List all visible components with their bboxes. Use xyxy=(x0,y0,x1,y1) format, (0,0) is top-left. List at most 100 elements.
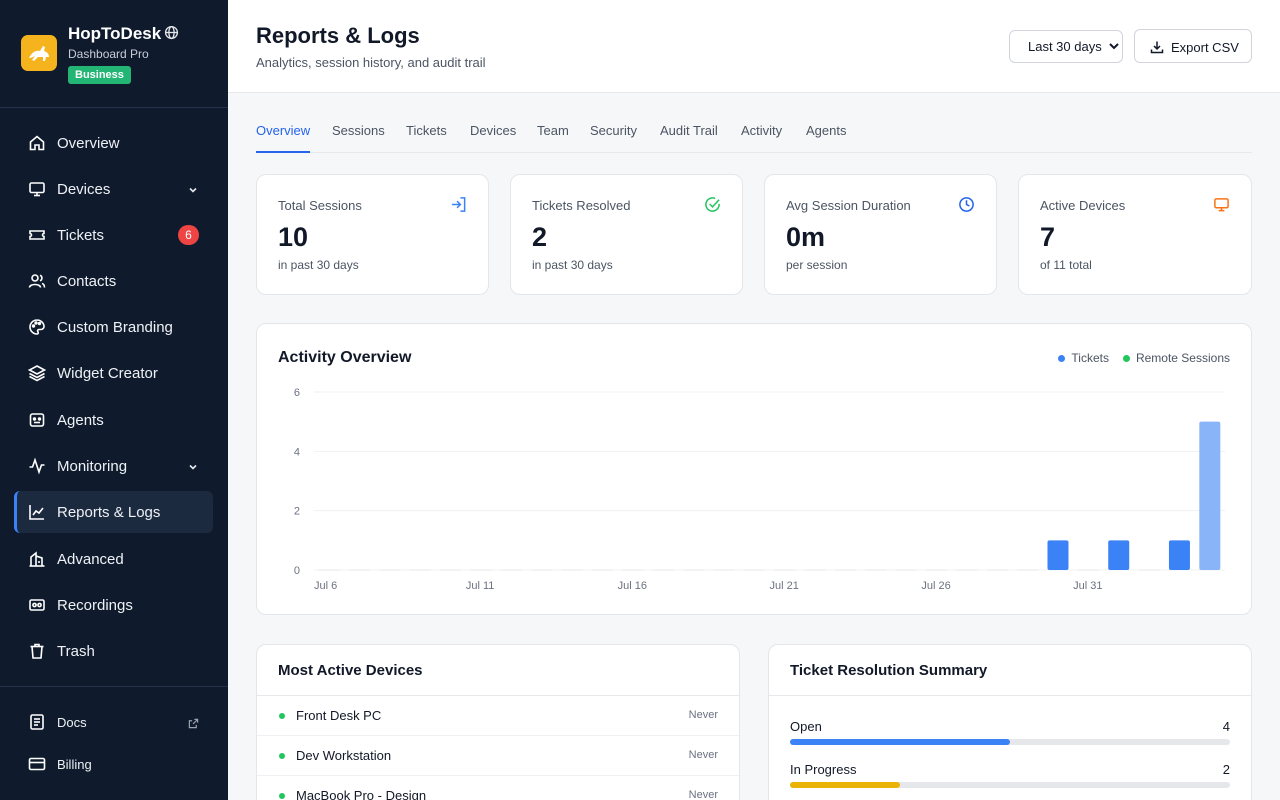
tab-agents[interactable]: Agents xyxy=(806,123,847,138)
chevron-down-icon[interactable] xyxy=(187,460,199,478)
tab-overview[interactable]: Overview xyxy=(256,123,311,153)
x-tick-label: Jul 11 xyxy=(466,580,495,592)
stat-caption: per session xyxy=(786,258,848,272)
x-tick-label: Jul 26 xyxy=(921,580,950,592)
device-name: MacBook Pro - Design xyxy=(296,788,427,800)
monitor-icon xyxy=(1213,196,1230,218)
resolution-row-open: Open 4 xyxy=(790,719,1230,759)
login-icon xyxy=(450,196,467,218)
stat-label: Total Sessions xyxy=(278,198,362,213)
sidebar-item-trash[interactable]: Trash xyxy=(14,630,213,672)
chevron-down-icon[interactable] xyxy=(187,183,199,201)
legend-item-tickets[interactable]: Tickets xyxy=(1058,351,1109,365)
progress-track xyxy=(790,739,1230,745)
tab-audit-trail[interactable]: Audit Trail xyxy=(660,123,718,138)
sidebar-item-label: Monitoring xyxy=(57,457,128,475)
tab-sessions[interactable]: Sessions xyxy=(332,123,385,138)
sidebar-item-label: Tickets xyxy=(57,226,104,244)
sidebar-item-reports-logs[interactable]: Reports & Logs xyxy=(14,491,213,533)
sidebar-item-docs[interactable]: Docs xyxy=(14,701,213,743)
divider xyxy=(257,695,739,696)
x-tick-label: Jul 21 xyxy=(770,580,799,592)
sidebar-item-advanced[interactable]: Advanced xyxy=(14,538,213,580)
stat-value: 0m xyxy=(786,222,826,252)
kangaroo-logo-icon[interactable] xyxy=(21,35,57,71)
external-link-icon xyxy=(188,716,199,734)
tickets-count-badge: 6 xyxy=(178,225,199,245)
divider xyxy=(0,107,228,108)
check-circle-icon xyxy=(704,196,721,218)
sidebar-item-contacts[interactable]: Contacts xyxy=(14,260,213,302)
status-count: 4 xyxy=(1222,719,1230,734)
list-item[interactable]: Front Desk PC Never xyxy=(257,696,739,736)
online-status-dot xyxy=(279,713,285,719)
globe-icon[interactable] xyxy=(164,25,179,45)
sidebar-item-label: Agents xyxy=(57,411,104,429)
export-csv-label: Export CSV xyxy=(1171,40,1239,55)
progress-fill xyxy=(790,782,900,788)
legend-dot xyxy=(1122,354,1130,362)
list-item[interactable]: Dev Workstation Never xyxy=(257,736,739,776)
sidebar-item-label: Trash xyxy=(57,642,95,660)
chart-legend: Tickets Remote Sessions xyxy=(1044,351,1230,365)
x-tick-label: Jul 31 xyxy=(1073,580,1102,592)
monitor-icon xyxy=(28,180,46,198)
users-icon xyxy=(28,272,46,290)
bar-tickets xyxy=(1047,540,1069,570)
x-tick-label: Jul 6 xyxy=(314,580,337,592)
tab-tickets[interactable]: Tickets xyxy=(406,123,447,138)
bot-icon xyxy=(28,411,46,429)
stat-card-tickets-resolved: Tickets Resolved 2 in past 30 days xyxy=(510,174,743,295)
legend-item-sessions[interactable]: Remote Sessions xyxy=(1122,351,1230,365)
list-item[interactable]: MacBook Pro - Design Never xyxy=(257,776,739,800)
page-subtitle: Analytics, session history, and audit tr… xyxy=(256,55,486,70)
layers-icon xyxy=(27,364,47,382)
resolution-row-in-progress: In Progress 2 xyxy=(790,762,1230,800)
sidebar-item-billing[interactable]: Billing xyxy=(14,743,213,785)
date-range-select[interactable]: Last 30 days xyxy=(1009,30,1123,63)
plan-badge: Business xyxy=(68,66,131,84)
online-status-dot xyxy=(279,753,285,759)
divider xyxy=(0,686,228,687)
legend-label: Tickets xyxy=(1071,351,1109,365)
progress-fill xyxy=(790,739,1010,745)
stat-value: 2 xyxy=(532,222,548,252)
y-tick-label: 6 xyxy=(294,387,300,399)
legend-label: Remote Sessions xyxy=(1135,351,1230,365)
sidebar-item-monitoring[interactable]: Monitoring xyxy=(14,445,213,487)
stat-value: 7 xyxy=(1040,222,1056,252)
card-title: Most Active Devices xyxy=(278,662,423,679)
brand: HopToDesk Dashboard Pro Business xyxy=(21,24,221,88)
bar-tickets xyxy=(1168,540,1190,570)
doc-icon xyxy=(28,713,46,731)
stat-caption: in past 30 days xyxy=(532,258,613,272)
sidebar-item-label: Docs xyxy=(57,714,87,730)
brand-name: HopToDesk xyxy=(68,24,162,43)
recording-icon xyxy=(28,596,46,614)
y-tick-label: 2 xyxy=(294,506,300,518)
sidebar-item-widget-creator[interactable]: Widget Creator xyxy=(14,352,213,394)
page-title: Reports & Logs xyxy=(256,23,420,48)
stat-card-active-devices: Active Devices 7 of 11 total xyxy=(1018,174,1252,295)
tab-devices[interactable]: Devices xyxy=(470,123,517,138)
sidebar-item-overview[interactable]: Overview xyxy=(14,122,213,164)
sidebar: HopToDesk Dashboard Pro Business Overvie… xyxy=(0,0,228,800)
sidebar-item-label: Custom Branding xyxy=(57,318,173,336)
progress-track xyxy=(790,782,1230,788)
sidebar-item-tickets[interactable]: Tickets 6 xyxy=(14,214,213,256)
y-tick-label: 4 xyxy=(294,446,300,458)
page-header: Reports & Logs Analytics, session histor… xyxy=(228,0,1280,93)
legend-dot xyxy=(1058,354,1066,362)
sidebar-item-devices[interactable]: Devices xyxy=(14,168,213,210)
tab-team[interactable]: Team xyxy=(537,123,569,138)
ticket-icon xyxy=(28,226,46,244)
trash-icon xyxy=(28,642,46,660)
tab-activity[interactable]: Activity xyxy=(741,123,783,138)
tab-security[interactable]: Security xyxy=(590,123,637,138)
export-csv-button[interactable]: Export CSV xyxy=(1134,29,1252,63)
sidebar-item-agents[interactable]: Agents xyxy=(14,399,213,441)
sidebar-item-recordings[interactable]: Recordings xyxy=(14,584,213,626)
stat-card-total-sessions: Total Sessions 10 in past 30 days xyxy=(256,174,489,295)
sidebar-item-custom-branding[interactable]: Custom Branding xyxy=(14,306,213,348)
status-label: In Progress xyxy=(790,762,857,777)
